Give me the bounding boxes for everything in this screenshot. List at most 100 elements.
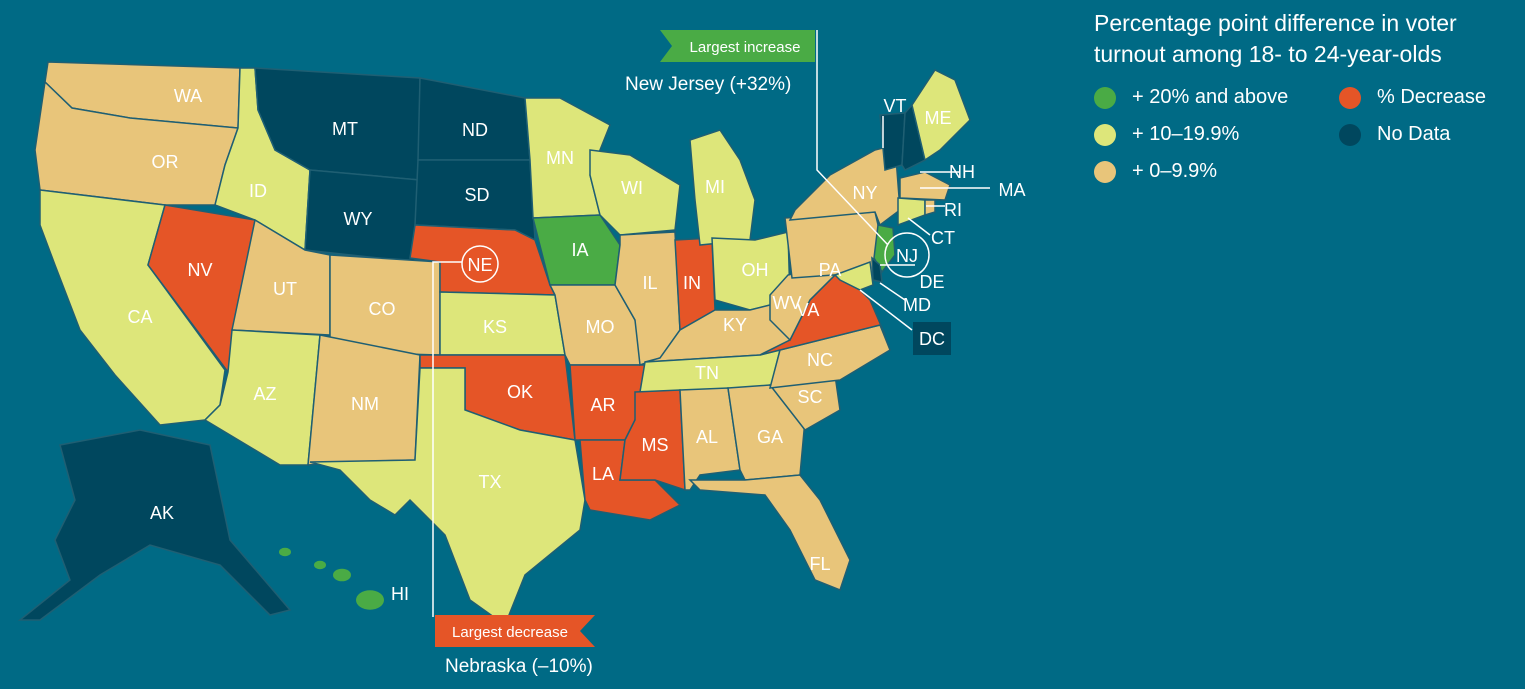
state-label-MS: MS (642, 435, 669, 455)
state-label-IA: IA (571, 240, 588, 260)
state-label-SD: SD (464, 185, 489, 205)
state-label-OK: OK (507, 382, 533, 402)
state-label-CA: CA (127, 307, 152, 327)
state-label-IL: IL (642, 273, 657, 293)
state-FL (688, 474, 851, 591)
increase-leader-line (816, 30, 889, 246)
legend-label: % Decrease (1377, 86, 1486, 108)
legend-swatch (1339, 123, 1361, 146)
state-label-ID: ID (249, 181, 267, 201)
state-label-DE: DE (919, 272, 944, 292)
state-label-WA: WA (174, 86, 202, 106)
largest-increase-label: Largest increase (690, 39, 801, 56)
state-label-MT: MT (332, 119, 358, 139)
state-label-FL: FL (809, 554, 830, 574)
state-label-MA: MA (999, 180, 1026, 200)
legend-items: + 20% and above % Decrease + 10–19.9% No Da… (1094, 86, 1514, 183)
legend-title-line1: Percentage point difference in voter (1094, 10, 1457, 36)
state-label-MD: MD (903, 295, 931, 315)
state-label-UT: UT (273, 279, 297, 299)
state-label-NV: NV (187, 260, 212, 280)
state-label-PA: PA (819, 260, 842, 280)
state-label-TX: TX (478, 472, 501, 492)
legend-label: + 20% and above (1132, 86, 1289, 108)
state-label-MO: MO (586, 317, 615, 337)
decrease-leader-line (432, 261, 462, 617)
state-label-NH: NH (949, 162, 975, 182)
state-label-VT: VT (883, 96, 906, 116)
legend-swatch (1094, 160, 1116, 183)
leader-line-MD (879, 282, 906, 301)
state-label-HI: HI (391, 584, 409, 604)
ne-highlight-circle (461, 245, 499, 283)
state-WI (589, 149, 681, 236)
legend-swatch (1094, 123, 1116, 146)
state-HI (314, 560, 326, 570)
state-label-RI: RI (944, 200, 962, 220)
state-label-IN: IN (683, 273, 701, 293)
largest-increase-flag (660, 30, 815, 62)
state-label-GA: GA (757, 427, 783, 447)
state-NH (901, 103, 926, 171)
state-ME (911, 69, 971, 162)
state-DC (913, 322, 951, 355)
state-label-ME: ME (925, 108, 952, 128)
state-MA (899, 171, 951, 201)
state-label-AZ: AZ (253, 384, 276, 404)
state-AK (17, 429, 292, 621)
legend-title: Percentage point difference in voter tur… (1094, 8, 1514, 70)
state-DE (871, 256, 883, 283)
state-label-WY: WY (344, 209, 373, 229)
state-label-NE: NE (467, 255, 492, 275)
state-label-NY: NY (852, 183, 877, 203)
state-label-NJ: NJ (896, 246, 918, 266)
state-label-AL: AL (696, 427, 718, 447)
state-label-KY: KY (723, 315, 747, 335)
dc-leader-line (859, 289, 913, 331)
state-label-LA: LA (592, 464, 614, 484)
state-TX (309, 367, 586, 627)
largest-decrease-value: Nebraska (–10%) (445, 656, 593, 677)
largest-decrease-flag (435, 615, 595, 647)
state-label-VA: VA (797, 300, 820, 320)
legend-swatch (1339, 86, 1361, 109)
state-label-SC: SC (797, 387, 822, 407)
legend-label: No Data (1377, 123, 1451, 145)
legend-item-nd: No Data (1339, 123, 1519, 146)
state-label-AR: AR (590, 395, 615, 415)
state-HI (333, 568, 351, 582)
state-label-NM: NM (351, 394, 379, 414)
leader-line-CT (907, 217, 931, 236)
legend-item-dec: % Decrease (1339, 86, 1519, 109)
state-label-CT: CT (931, 228, 955, 248)
state-MI (689, 129, 756, 246)
state-label-OH: OH (742, 260, 769, 280)
state-ND (417, 77, 531, 161)
nj-highlight-circle (884, 232, 930, 278)
state-MD (833, 260, 874, 291)
largest-decrease-label: Largest decrease (452, 624, 568, 641)
legend-item-g20: + 20% and above (1094, 86, 1339, 109)
legend-label: + 10–19.9% (1132, 123, 1240, 145)
legend-swatch (1094, 86, 1116, 109)
legend-item-g0: + 0–9.9% (1094, 160, 1339, 183)
state-RI (924, 199, 936, 217)
legend-item-g10: + 10–19.9% (1094, 123, 1339, 146)
state-label-TN: TN (695, 363, 719, 383)
state-label-DC: DC (919, 329, 945, 349)
state-label-MN: MN (546, 148, 574, 168)
legend-label: + 0–9.9% (1132, 160, 1218, 182)
legend: Percentage point difference in voter tur… (1094, 8, 1514, 183)
legend-title-line2: turnout among 18- to 24-year-olds (1094, 41, 1442, 67)
state-label-WV: WV (773, 293, 802, 313)
state-label-CO: CO (369, 299, 396, 319)
state-HI (356, 590, 384, 610)
largest-increase-value: New Jersey (+32%) (625, 74, 791, 95)
state-label-WI: WI (621, 178, 643, 198)
state-label-NC: NC (807, 350, 833, 370)
state-HI (279, 547, 291, 557)
state-label-ND: ND (462, 120, 488, 140)
state-label-OR: OR (152, 152, 179, 172)
state-label-MI: MI (705, 177, 725, 197)
